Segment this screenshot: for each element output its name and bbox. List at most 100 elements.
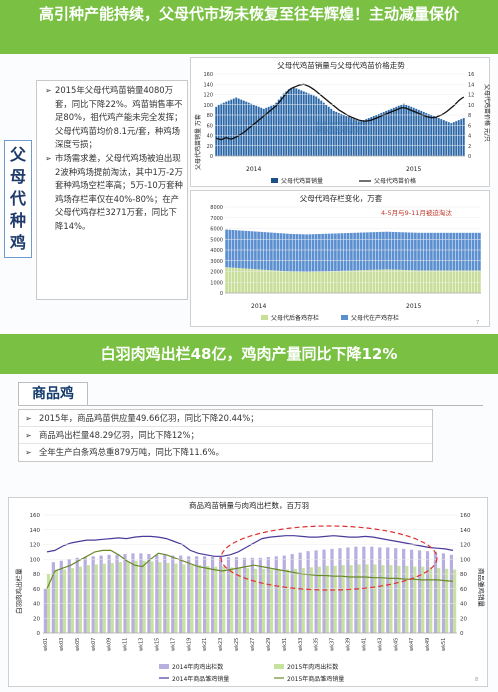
chart2-left-tick-label: 6000 (210, 227, 223, 233)
chart1-bar (232, 98, 235, 156)
chart2-left-tick-label: 0 (220, 291, 223, 297)
chart3-bar-2015 (285, 569, 290, 633)
chart1-right-tick-label: 0 (468, 154, 471, 160)
chart2-bar-reserve (231, 267, 235, 293)
chart3-bar-2015 (365, 564, 369, 633)
chart3-bar-2015 (238, 568, 242, 633)
chart3-bar-2014 (210, 557, 215, 633)
chart2-bar-laying (241, 230, 244, 269)
chart3-x-tick-label: wk01 (43, 638, 49, 651)
chart1-bar (377, 113, 380, 156)
chart3-bar-2015 (341, 565, 345, 633)
chart1-bar (240, 99, 243, 156)
chart2-bar-laying (398, 232, 401, 270)
chart3-bar-2014 (234, 557, 239, 633)
chart2-bar-reserve (372, 269, 376, 293)
chart3-bar-2015 (269, 569, 274, 633)
chart3-bar-2015 (230, 567, 234, 633)
chart1-bar (250, 103, 253, 156)
chart2-legend-swatch (261, 315, 268, 320)
chart1-bar (452, 122, 455, 156)
chart3-x-tick-label: wk31 (282, 638, 288, 651)
chart1-bar (295, 88, 298, 156)
chart1-bar (227, 100, 230, 156)
chart3-bar-2015 (309, 567, 313, 633)
chart3-bar-2014 (449, 554, 454, 633)
chart2-year-label: 2014 (251, 303, 266, 310)
chart3-bar-2014 (258, 557, 262, 633)
chart1-legend-label: 父母代鸡苗销量 (281, 177, 323, 185)
chart3-bar-2014 (410, 549, 414, 633)
chart2-legend-label: 父母代在产鸡存栏 (351, 314, 399, 322)
chart1-bar (267, 106, 270, 156)
chart3-bar-2015 (110, 562, 114, 633)
chart3-bar-2014 (322, 549, 326, 633)
chart3-bar-2014 (226, 557, 231, 633)
chart3-bar-2014 (163, 554, 167, 633)
chart1-bar (367, 118, 370, 156)
chart2-bar-reserve (410, 270, 414, 293)
chart1-bar (450, 123, 453, 156)
chart1-bar (260, 107, 263, 156)
chart1-bar (302, 91, 305, 156)
chart1-bar (415, 108, 418, 156)
chart3-legend-swatch (159, 664, 169, 669)
chart3-bar-2014 (195, 556, 199, 633)
chart2-legend-swatch (341, 315, 348, 320)
chart2-bar-laying (311, 234, 315, 272)
bullet-item: ➢ 2015年，商品鸡苗供应量49.66亿羽，同比下降20.44%； (19, 410, 432, 427)
chart2-bar-laying (308, 234, 312, 272)
chart1-legend-swatch (271, 178, 278, 183)
chart2-bar-reserve (449, 270, 452, 293)
chart2-bar-laying (388, 231, 392, 270)
chart2-bar-reserve (273, 270, 276, 293)
chart3-left-tick-label: 120 (30, 543, 41, 549)
chart3-right-tick-label: 80 (460, 572, 467, 578)
chart2-bar-laying (263, 232, 267, 270)
chart2-bar-reserve (305, 272, 308, 293)
chart1-bar (462, 118, 465, 156)
slide2-title: 白羽肉鸡出栏48亿，鸡肉产量同比下降12% (100, 345, 398, 363)
chart2-bar-laying (353, 232, 356, 271)
chart1-bar (395, 106, 398, 156)
chart3-bar-2014 (370, 546, 374, 633)
chart1-bar (287, 89, 290, 156)
chart3-bar-2014 (394, 548, 398, 633)
chart1-right-tick-label: 2 (468, 144, 471, 150)
chart1-bar (297, 89, 300, 156)
chart2-bar-reserve (462, 270, 465, 293)
chart3-left-tick-label: 140 (30, 528, 41, 534)
chart3-bar-2015 (62, 569, 67, 633)
chart1-bar (322, 102, 325, 156)
chart1-bar (305, 92, 308, 156)
chart3-left-axis-label: 白羽肉鸡出栏量 (14, 568, 23, 614)
chart1-bar (292, 87, 295, 156)
chart2-bar-laying (449, 232, 452, 271)
chart1-bar (280, 96, 283, 156)
chart3-x-tick-label: wk27 (250, 638, 256, 651)
chart2-bar-laying (362, 232, 366, 271)
side-tag-char: 母 (9, 167, 26, 186)
chart3-left-tick-label: 0 (37, 631, 41, 637)
chart3-bar-2014 (171, 555, 175, 633)
chart2-bar-laying (276, 233, 280, 271)
chart1-legend-label: 父母代鸡苗价格 (374, 177, 416, 185)
chart3-legend-label: 2014年肉鸡出栏数 (172, 663, 223, 671)
chart1-bar (225, 101, 228, 156)
chart2-bar-reserve (436, 270, 440, 293)
chart2-bar-reserve (471, 270, 475, 293)
chart2-bar-laying (324, 233, 328, 272)
chart2-bar-reserve (279, 270, 283, 293)
chart3-bar-2014 (115, 554, 119, 633)
chart3-bar-2015 (413, 566, 417, 633)
chart-commercial-chick-sales-broiler-output: 商品鸡苗销量与肉鸡出栏数，百万羽 白羽肉鸡出栏量 商品雏鸡销量 0 20 40 60 8… (8, 497, 488, 687)
chart2-bar-reserve (407, 270, 411, 293)
chart2-bar-laying (426, 232, 430, 271)
chart2-bar-reserve (343, 270, 347, 293)
chart2-bar-reserve (362, 270, 366, 293)
chart2-bar-reserve (426, 270, 430, 293)
chart3-bar-2014 (386, 547, 390, 633)
bullet-item: ➢ 市场需求差，父母代鸡场被迫出现2波种鸡场提前淘汰，其中1万-2万套种鸡场空栏… (45, 152, 183, 234)
bullet-text: 全年生产白条鸡总重879万吨，同比下降11.6%。 (39, 447, 224, 457)
chart3-x-tick-label: wk49 (425, 638, 431, 651)
